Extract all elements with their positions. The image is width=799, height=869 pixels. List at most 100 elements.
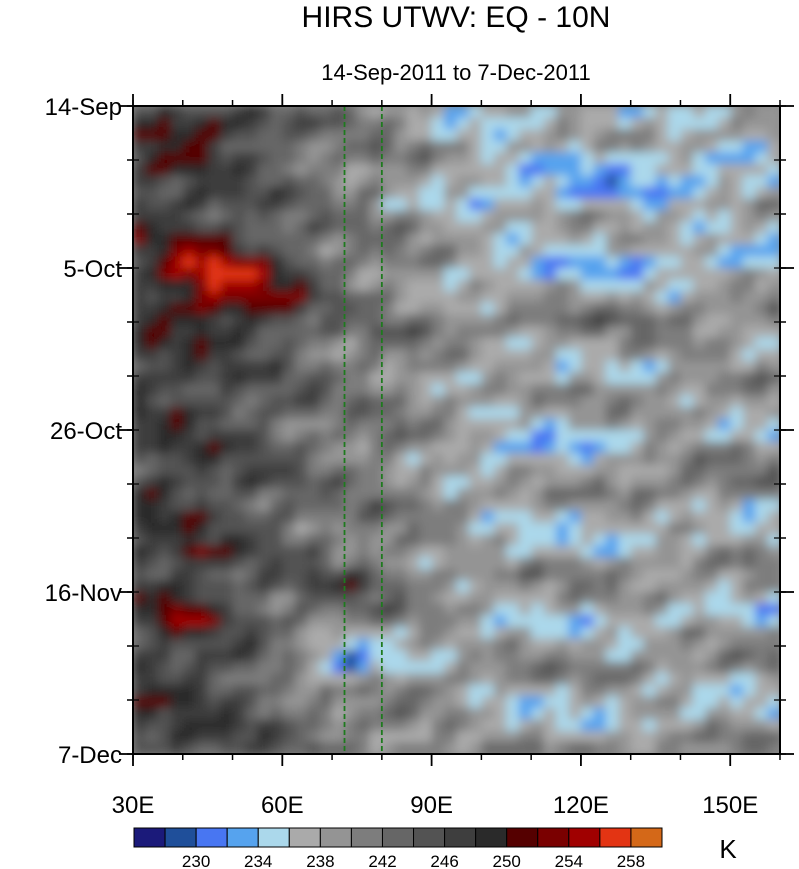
field-cell (269, 499, 284, 512)
field-cell (742, 302, 757, 316)
field-cell (680, 106, 694, 119)
field-cell (456, 117, 470, 131)
field-cell (543, 661, 557, 674)
field-cell (668, 221, 682, 235)
field-cell (207, 464, 222, 478)
field-cell (282, 441, 296, 455)
field-cell (468, 696, 483, 709)
field-cell (207, 198, 222, 212)
field-cell (630, 221, 645, 235)
field-cell (170, 487, 184, 501)
field-cell (369, 360, 383, 374)
field-cell (717, 383, 732, 397)
field-cell (643, 476, 657, 489)
field-cell (444, 430, 458, 443)
field-cell (257, 163, 271, 177)
field-cell (468, 638, 483, 651)
field-cell (643, 106, 657, 119)
field-cell (456, 268, 470, 281)
field-cell (431, 106, 445, 119)
field-cell (232, 140, 246, 154)
field-cell (767, 476, 780, 489)
field-cell (568, 638, 582, 651)
field-cell (282, 244, 296, 258)
field-cell (307, 592, 321, 605)
field-cell (245, 603, 259, 617)
field-cell (456, 395, 470, 408)
field-cell (556, 406, 570, 420)
field-cell (294, 638, 309, 651)
field-cell (369, 696, 383, 709)
field-cell (481, 383, 495, 397)
field-cell (618, 684, 632, 698)
field-cell (394, 568, 408, 582)
field-cell (717, 244, 732, 258)
field-cell (245, 383, 259, 397)
field-cell (618, 626, 632, 640)
field-cell (232, 534, 246, 547)
field-cell (593, 453, 607, 466)
field-cell (245, 187, 259, 200)
field-cell (406, 511, 421, 524)
field-cell (643, 719, 657, 732)
field-cell (133, 626, 147, 640)
field-cell (580, 557, 595, 570)
field-cell (406, 580, 421, 593)
field-cell (506, 140, 520, 154)
field-cell (207, 175, 222, 188)
field-cell (643, 395, 657, 408)
field-cell (630, 534, 645, 547)
field-cell (518, 256, 533, 269)
field-cell (643, 337, 657, 350)
field-cell (730, 534, 744, 547)
field-cell (580, 233, 595, 246)
field-cell (207, 117, 222, 131)
field-cell (294, 210, 309, 223)
field-cell (742, 279, 757, 293)
field-cell (232, 487, 246, 501)
field-cell (133, 140, 147, 154)
field-cell (182, 117, 197, 131)
field-cell (767, 152, 780, 165)
field-cell (493, 719, 508, 732)
field-cell (605, 487, 620, 501)
field-cell (182, 441, 197, 455)
field-cell (182, 557, 197, 570)
field-cell (406, 221, 421, 235)
field-cell (593, 314, 607, 327)
field-cell (145, 568, 159, 582)
field-cell (655, 499, 669, 512)
field-cell (195, 626, 209, 640)
field-cell (307, 175, 321, 188)
field-cell (655, 487, 669, 501)
field-cell (444, 557, 458, 570)
field-cell (406, 707, 421, 721)
field-cell (357, 302, 371, 316)
field-cell (195, 175, 209, 188)
field-cell (294, 684, 309, 698)
field-cell (444, 545, 458, 559)
field-cell (568, 592, 582, 605)
field-cell (332, 221, 346, 235)
field-cell (332, 592, 346, 605)
field-cell (157, 175, 172, 188)
field-cell (369, 522, 383, 536)
field-cell (493, 210, 508, 223)
field-cell (307, 522, 321, 536)
field-cell (133, 349, 147, 362)
field-cell (431, 198, 445, 212)
field-cell (282, 383, 296, 397)
field-cell (269, 383, 284, 397)
field-cell (556, 684, 570, 698)
field-cell (170, 418, 184, 431)
field-cell (605, 129, 620, 142)
field-cell (369, 383, 383, 397)
field-cell (133, 730, 147, 744)
field-cell (381, 395, 396, 408)
field-cell (145, 522, 159, 536)
field-cell (755, 673, 769, 686)
field-cell (580, 499, 595, 512)
field-cell (468, 499, 483, 512)
field-cell (195, 302, 209, 316)
field-cell (269, 649, 284, 663)
